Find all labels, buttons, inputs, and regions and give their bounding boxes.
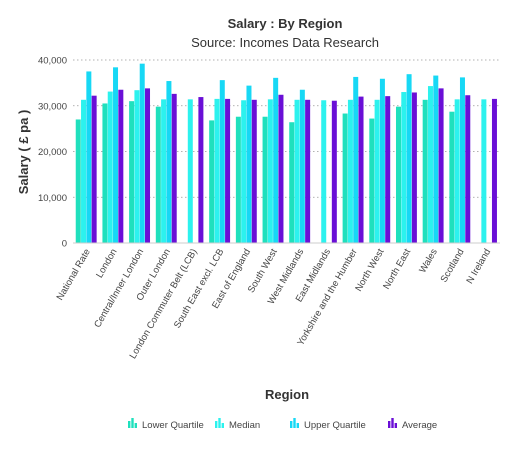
y-axis-label: Salary ( £ pa ) (16, 110, 31, 195)
bar[interactable] (491, 98, 497, 243)
bar[interactable] (305, 99, 311, 243)
bar[interactable] (411, 92, 417, 243)
x-tick-label: London (94, 247, 119, 280)
bar-chart-icon (290, 418, 299, 428)
bar[interactable] (75, 119, 81, 243)
legend-label: Median (229, 420, 260, 431)
bar[interactable] (262, 116, 268, 243)
bar-chart-icon (388, 418, 397, 428)
bar[interactable] (353, 76, 359, 244)
legend-label: Lower Quartile (142, 420, 204, 431)
y-axis-ticks: 0 10,000 20,000 30,000 40,000 (38, 56, 67, 250)
bar[interactable] (321, 100, 327, 243)
x-tick-label: N Ireland (464, 247, 493, 286)
y-tick-label: 0 (62, 239, 67, 250)
y-tick-label: 30,000 (38, 101, 67, 112)
bar[interactable] (299, 89, 305, 244)
bar[interactable] (155, 106, 161, 243)
bar[interactable] (294, 99, 300, 243)
bar[interactable] (187, 99, 193, 243)
bar[interactable] (134, 90, 140, 243)
bar[interactable] (395, 106, 401, 243)
bar[interactable] (246, 85, 252, 244)
bar[interactable] (422, 99, 428, 243)
bar[interactable] (198, 97, 204, 243)
chart-title: Salary : By Region (228, 16, 343, 31)
bar[interactable] (102, 103, 108, 244)
bar[interactable] (438, 88, 444, 244)
bar[interactable] (86, 71, 92, 243)
bar[interactable] (251, 99, 257, 243)
bar[interactable] (219, 80, 225, 243)
bar[interactable] (209, 120, 215, 243)
bar[interactable] (454, 99, 460, 243)
bar[interactable] (481, 99, 487, 243)
bar[interactable] (214, 98, 220, 243)
bars (75, 63, 497, 244)
gridlines (73, 59, 500, 198)
legend-item[interactable]: Average (388, 418, 437, 431)
bar[interactable] (289, 122, 295, 243)
x-tick-label: Central/Inner London (92, 247, 146, 330)
bar[interactable] (465, 95, 471, 243)
x-axis-label: Region (265, 387, 309, 402)
chart-subtitle: Source: Incomes Data Research (191, 35, 379, 50)
bar[interactable] (235, 116, 241, 243)
x-tick-label: South East excl. LCB (172, 247, 226, 330)
legend-label: Upper Quartile (304, 420, 366, 431)
legend-item[interactable]: Median (215, 418, 260, 431)
bar[interactable] (145, 88, 151, 244)
bar[interactable] (369, 118, 375, 243)
bar[interactable] (427, 86, 433, 243)
bar[interactable] (433, 75, 439, 243)
bar[interactable] (406, 74, 412, 244)
bar[interactable] (273, 77, 279, 243)
bar[interactable] (91, 95, 97, 243)
x-tick-label: North East (381, 247, 413, 292)
bar[interactable] (171, 93, 177, 243)
bar[interactable] (379, 78, 385, 243)
bar[interactable] (278, 94, 284, 244)
bar[interactable] (107, 91, 113, 243)
y-tick-label: 20,000 (38, 147, 67, 158)
legend-label: Average (402, 420, 437, 431)
bar[interactable] (331, 100, 337, 243)
y-tick-label: 40,000 (38, 56, 67, 67)
bar[interactable] (358, 96, 364, 243)
bar[interactable] (129, 101, 135, 243)
x-tick-label: Scotland (439, 247, 467, 285)
y-tick-label: 10,000 (38, 193, 67, 204)
legend[interactable]: Lower Quartile Median Upper Quartile Averag… (128, 418, 437, 431)
bar[interactable] (342, 113, 348, 243)
bar[interactable] (241, 100, 247, 243)
bar[interactable] (401, 92, 407, 243)
bar[interactable] (385, 96, 391, 243)
bar[interactable] (347, 99, 353, 243)
bar[interactable] (161, 99, 167, 243)
bar[interactable] (267, 99, 273, 243)
bar[interactable] (113, 67, 119, 243)
bar[interactable] (374, 99, 380, 243)
bar[interactable] (225, 98, 231, 243)
legend-item[interactable]: Upper Quartile (290, 418, 366, 431)
bar-chart-icon (215, 418, 224, 428)
x-tick-label: National Rate (55, 247, 93, 302)
x-tick-label: Wales (417, 247, 440, 275)
bar-chart-icon (128, 418, 137, 428)
legend-item[interactable]: Lower Quartile (128, 418, 204, 431)
bar[interactable] (139, 63, 145, 243)
bar[interactable] (118, 89, 124, 244)
bar[interactable] (449, 111, 455, 243)
bar[interactable] (81, 99, 87, 243)
bar[interactable] (459, 77, 465, 243)
bar[interactable] (166, 81, 172, 243)
